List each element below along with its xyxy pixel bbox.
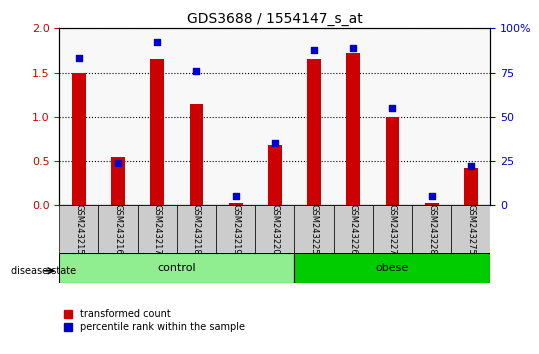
Bar (268, 145, 282, 205)
Text: GSM243220: GSM243220 (271, 204, 279, 255)
Point (310, 47, 319, 52)
Text: GSM243218: GSM243218 (192, 204, 201, 255)
Text: control: control (157, 263, 196, 273)
Title: GDS3688 / 1554147_s_at: GDS3688 / 1554147_s_at (187, 12, 363, 26)
Bar (111, 156, 125, 205)
FancyBboxPatch shape (255, 205, 294, 253)
Point (467, 164, 475, 169)
Bar (229, 202, 243, 205)
FancyBboxPatch shape (137, 205, 177, 253)
Text: GSM243215: GSM243215 (74, 204, 84, 255)
Point (153, 40, 162, 45)
FancyBboxPatch shape (99, 205, 137, 253)
FancyBboxPatch shape (412, 205, 451, 253)
Point (114, 160, 122, 166)
Text: disease state: disease state (11, 266, 76, 276)
FancyBboxPatch shape (294, 253, 490, 283)
Legend: transformed count, percentile rank within the sample: transformed count, percentile rank withi… (64, 309, 245, 332)
Text: GSM243216: GSM243216 (114, 204, 122, 255)
Bar (72, 73, 86, 205)
Bar (385, 117, 399, 205)
FancyBboxPatch shape (373, 205, 412, 253)
FancyBboxPatch shape (59, 205, 99, 253)
Text: GSM243275: GSM243275 (466, 204, 475, 255)
Text: GSM243225: GSM243225 (309, 204, 319, 255)
Point (192, 68, 201, 74)
Text: GSM243217: GSM243217 (153, 204, 162, 255)
FancyBboxPatch shape (59, 253, 294, 283)
FancyBboxPatch shape (216, 205, 255, 253)
Point (271, 141, 279, 146)
FancyBboxPatch shape (177, 205, 216, 253)
Point (349, 45, 357, 51)
Text: obese: obese (376, 263, 409, 273)
Text: GSM243227: GSM243227 (388, 204, 397, 255)
Point (74, 56, 83, 61)
Text: GSM243219: GSM243219 (231, 204, 240, 255)
Bar (347, 53, 360, 205)
FancyBboxPatch shape (294, 205, 334, 253)
Point (427, 194, 436, 199)
FancyBboxPatch shape (451, 205, 490, 253)
Bar (190, 104, 203, 205)
Bar (307, 59, 321, 205)
Point (388, 105, 397, 111)
FancyBboxPatch shape (334, 205, 373, 253)
Bar (150, 59, 164, 205)
Bar (425, 202, 439, 205)
Bar (464, 168, 478, 205)
Text: GSM243226: GSM243226 (349, 204, 358, 255)
Point (231, 194, 240, 199)
Text: GSM243228: GSM243228 (427, 204, 436, 255)
